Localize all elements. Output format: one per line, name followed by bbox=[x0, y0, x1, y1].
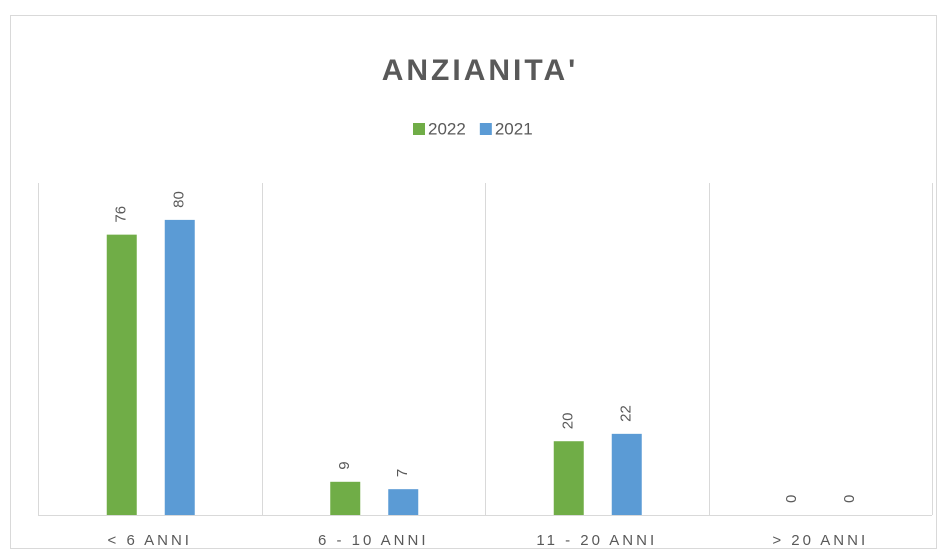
chart-border bbox=[10, 15, 937, 549]
bar bbox=[388, 489, 419, 515]
x-tick-label: 6 - 10 ANNI bbox=[318, 532, 429, 549]
x-tick-label: 11 - 20 ANNI bbox=[536, 532, 657, 549]
data-label: 0 bbox=[841, 495, 858, 503]
x-tick-label: < 6 ANNI bbox=[108, 532, 192, 549]
bar bbox=[330, 481, 361, 515]
data-label: 20 bbox=[560, 413, 577, 430]
data-label: 7 bbox=[394, 469, 411, 477]
legend-swatch bbox=[413, 123, 425, 135]
chart-title: ANZIANITA' bbox=[382, 54, 579, 87]
bar bbox=[611, 433, 642, 515]
data-label: 0 bbox=[783, 495, 800, 503]
bar bbox=[164, 219, 195, 515]
legend-swatch bbox=[479, 123, 492, 135]
data-label: 80 bbox=[171, 191, 188, 208]
bar bbox=[553, 441, 584, 515]
x-tick-label: > 20 ANNI bbox=[772, 532, 868, 549]
bar bbox=[106, 234, 137, 515]
legend-label: 2022 bbox=[428, 119, 466, 138]
data-label: 76 bbox=[113, 206, 130, 223]
legend-label: 2021 bbox=[495, 119, 533, 138]
data-label: 9 bbox=[336, 461, 353, 469]
data-label: 22 bbox=[618, 405, 635, 422]
